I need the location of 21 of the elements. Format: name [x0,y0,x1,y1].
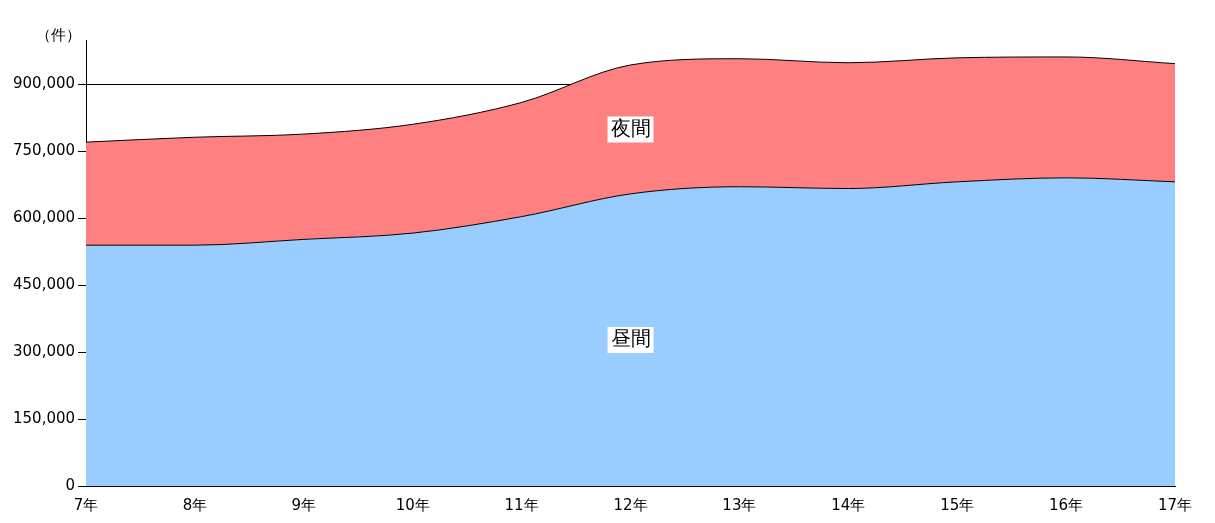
x-tick-label: 16年 [1049,495,1084,514]
y-tick-label: 450,000 [13,275,76,294]
y-tick-label: 300,000 [13,342,76,361]
x-tick-label: 7年 [73,495,99,514]
x-tick-label: 11年 [504,495,539,514]
y-tick-label: 900,000 [13,74,76,93]
y-tick-label: 0 [65,475,76,494]
series-label: 夜間 [610,115,651,140]
x-tick-label: 13年 [722,495,757,514]
x-tick-label: 12年 [613,495,648,514]
x-tick-label: 10年 [395,495,430,514]
x-tick-label: 14年 [831,495,866,514]
y-axis-title: （件） [35,25,81,44]
x-tick-label: 8年 [182,495,208,514]
y-tick-label: 150,000 [13,408,76,427]
x-tick-label: 9年 [291,495,317,514]
y-tick-label: 600,000 [13,208,76,227]
x-tick-label: 17年 [1157,495,1193,514]
x-tick-label: 15年 [940,495,975,514]
y-tick-label: 750,000 [13,141,76,160]
series-label: 昼間 [610,326,651,351]
